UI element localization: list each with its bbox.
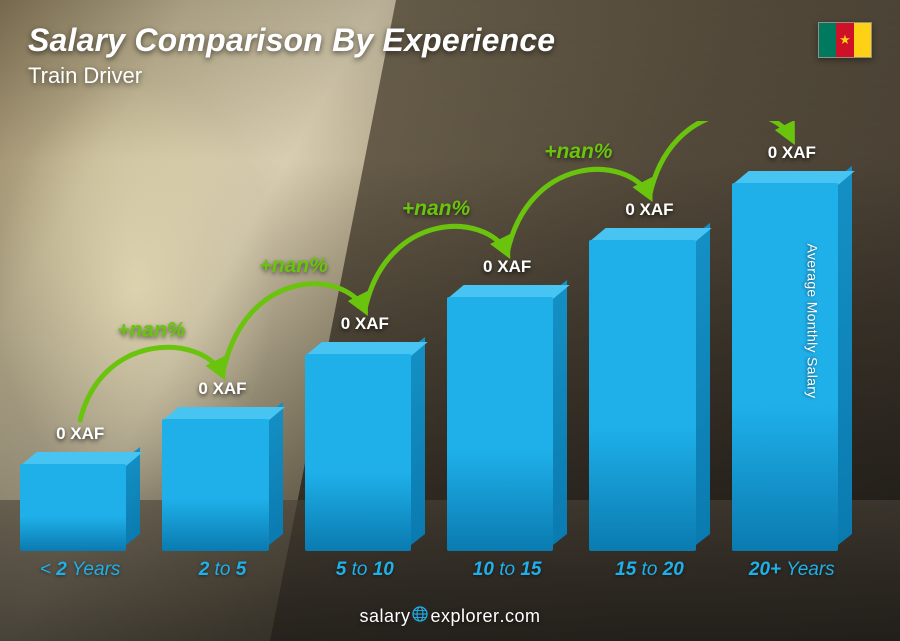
- page-subtitle: Train Driver: [28, 63, 872, 89]
- bar-side-face: [838, 166, 852, 545]
- bar-front-face: [589, 240, 695, 551]
- y-axis-label: Average Monthly Salary: [805, 243, 821, 398]
- bar-col-2: 0 XAF: [305, 314, 425, 551]
- bar-1: [162, 407, 282, 551]
- x-label-5: 20+ Years: [732, 559, 852, 581]
- bar-value-4: 0 XAF: [625, 200, 673, 220]
- flag-star-icon: ★: [839, 33, 851, 46]
- bar-front-face: [447, 297, 553, 551]
- flag-stripe-red: ★: [836, 23, 853, 57]
- bar-col-0: 0 XAF: [20, 424, 140, 551]
- bar-col-4: 0 XAF: [589, 200, 709, 551]
- bar-5: [732, 171, 852, 551]
- bar-side-face: [411, 337, 425, 545]
- x-label-3: 10 to 15: [447, 559, 567, 581]
- bar-side-face: [553, 280, 567, 545]
- flag-stripe-yellow: [854, 23, 871, 57]
- bars-container: 0 XAF 0 XAF 0 XAF 0 XAF 0 XAF 0 XAF: [20, 121, 852, 551]
- brand-domain: .com: [500, 606, 541, 626]
- bar-value-0: 0 XAF: [56, 424, 104, 444]
- flag-stripe-green: [819, 23, 836, 57]
- country-flag: ★: [818, 22, 872, 58]
- bar-value-3: 0 XAF: [483, 257, 531, 277]
- bar-value-2: 0 XAF: [341, 314, 389, 334]
- chart-canvas: Salary Comparison By Experience Train Dr…: [0, 0, 900, 641]
- header: Salary Comparison By Experience Train Dr…: [28, 22, 872, 89]
- globe-icon: [412, 606, 428, 627]
- x-label-2: 5 to 10: [305, 559, 425, 581]
- bar-4: [589, 228, 709, 551]
- bar-front-face: [20, 464, 126, 551]
- brand-text: salary explorer.com: [359, 606, 540, 626]
- page-title: Salary Comparison By Experience: [28, 22, 872, 59]
- bar-value-5: 0 XAF: [768, 143, 816, 163]
- x-label-0: < 2 Years: [20, 559, 140, 581]
- bar-side-face: [696, 223, 710, 545]
- x-label-4: 15 to 20: [589, 559, 709, 581]
- bar-col-3: 0 XAF: [447, 257, 567, 551]
- bar-front-face: [162, 419, 268, 551]
- bar-col-1: 0 XAF: [162, 379, 282, 551]
- brand-prefix: salary: [359, 606, 410, 626]
- x-axis: < 2 Years 2 to 5 5 to 10 10 to 15 15 to 20 20…: [20, 559, 852, 581]
- bar-0: [20, 452, 140, 551]
- bar-col-5: 0 XAF: [732, 143, 852, 551]
- bar-front-face: [305, 354, 411, 551]
- bar-3: [447, 285, 567, 551]
- x-label-1: 2 to 5: [162, 559, 282, 581]
- bar-value-1: 0 XAF: [198, 379, 246, 399]
- bar-side-face: [269, 402, 283, 545]
- brand-suffix: explorer: [430, 606, 499, 626]
- chart-area: 0 XAF0 XAF0 XAF0 XAF0 XAF0 XAF +nan%+nan…: [20, 121, 852, 581]
- bar-front-face: [732, 183, 838, 551]
- bar-2: [305, 342, 425, 551]
- footer: salary explorer.com: [0, 606, 900, 627]
